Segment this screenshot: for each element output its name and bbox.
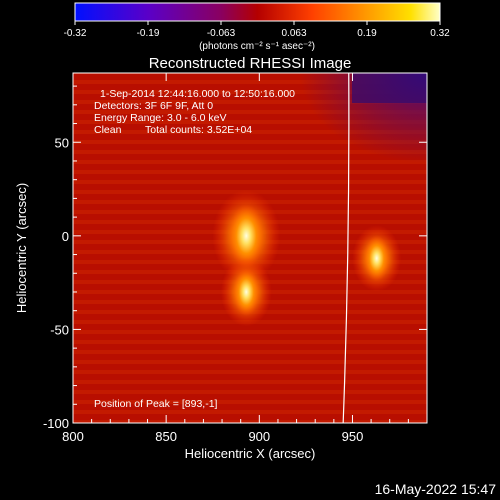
peak-position-label: Position of Peak = [893,-1]: [94, 398, 218, 410]
colorbar: [75, 3, 440, 21]
colorbar-tick-label: 0.19: [357, 28, 377, 39]
colorbar-tick-label: 0.063: [281, 28, 306, 39]
x-tick-label: 850: [155, 429, 177, 444]
x-tick-label: 800: [62, 429, 84, 444]
clean-label: Clean: [94, 124, 122, 136]
y-tick-label: -100: [43, 416, 69, 431]
colorbar-ticks: -0.32 -0.19 -0.063 0.063 0.19 0.32: [64, 21, 450, 39]
colorbar-tick-label: -0.19: [137, 28, 160, 39]
total-counts-label: Total counts: 3.52E+04: [145, 124, 252, 136]
timestamp: 16-May-2022 15:47: [375, 481, 497, 497]
source-core: [228, 203, 265, 268]
detectors-label: Detectors: 3F 6F 9F, Att 0: [94, 100, 213, 112]
emission-sources: [212, 189, 402, 327]
solar-limb-line: [342, 73, 350, 423]
x-axis: 800 850 900 950: [62, 73, 428, 444]
colorbar-unit-label: (photons cm⁻² s⁻¹ asec⁻²): [199, 41, 315, 52]
energy-range-label: Energy Range: 3.0 - 6.0 keV: [94, 112, 227, 124]
x-axis-label: Heliocentric X (arcsec): [185, 446, 316, 461]
y-axis-label: Heliocentric Y (arcsec): [14, 183, 29, 313]
chart-title: Reconstructed RHESSI Image: [149, 55, 352, 72]
colorbar-tick-label: -0.063: [207, 28, 236, 39]
source-core: [232, 267, 260, 316]
x-tick-label: 900: [248, 429, 270, 444]
colorbar-frame: [74, 2, 441, 22]
colorbar-tick-label: 0.32: [430, 28, 450, 39]
plot-frame: [72, 72, 428, 424]
time-range-label: 1-Sep-2014 12:44:16.000 to 12:50:16.000: [100, 88, 295, 100]
heatmap-image: [73, 73, 427, 423]
source-core: [363, 235, 390, 282]
y-axis: -100 -50 0 50: [43, 85, 427, 431]
y-tick-label: 0: [62, 229, 69, 244]
y-tick-label: -50: [50, 322, 69, 337]
x-tick-label: 950: [342, 429, 364, 444]
y-tick-label: 50: [55, 135, 69, 150]
colorbar-tick-label: -0.32: [64, 28, 87, 39]
